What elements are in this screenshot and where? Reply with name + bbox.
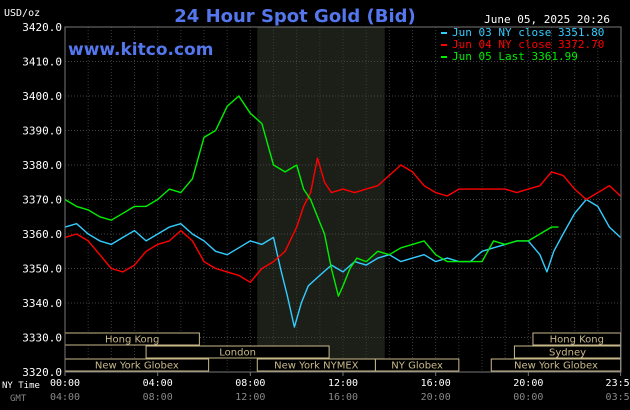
y-tick-label: 3350.0 [22, 263, 62, 276]
grid [65, 26, 621, 373]
x-tick-label-gmt: 03:59 [606, 392, 630, 403]
y-tick-label: 3420.0 [22, 21, 62, 34]
x-tick-label-gmt: 00:00 [513, 392, 543, 403]
x-tick-label-gmt: 08:00 [143, 392, 173, 403]
session-label: NY Globex [391, 361, 443, 372]
y-axis-unit: USD/oz [4, 8, 40, 19]
session-label: New York Globex [95, 361, 179, 372]
series-line [64, 198, 621, 328]
session-label: Hong Kong [105, 335, 159, 346]
y-tick-label: 3320.0 [22, 366, 62, 379]
x-tick-label-ny: 00:00 [50, 378, 80, 389]
session-label: New York Globex [514, 361, 598, 372]
y-tick-label: 3370.0 [22, 194, 62, 207]
x-tick-label-ny: 23:59 [606, 378, 630, 389]
timestamp: June 05, 2025 20:26 [484, 13, 610, 26]
y-tick-label: 3340.0 [22, 297, 62, 310]
axes: 3320.0 3330.0 3340.0 3350.0 3360.0 3370.0 3380… [22, 21, 630, 403]
site-watermark: www.kitco.com [68, 40, 213, 60]
y-tick-label: 3410.0 [22, 56, 62, 69]
session-label: London [219, 348, 256, 359]
y-tick-label: 3330.0 [22, 332, 62, 345]
price-series [64, 95, 621, 328]
chart-title: 24 Hour Spot Gold (Bid) [174, 6, 415, 27]
y-tick-label: 3380.0 [22, 159, 62, 172]
series-line [64, 157, 621, 283]
x-tick-label-ny: 20:00 [513, 378, 543, 389]
session-label: Hong Kong [550, 335, 604, 346]
legend-entry: Jun 04 NY close 3372.70 [452, 38, 604, 51]
x-tick-label-ny: 04:00 [143, 378, 173, 389]
y-tick-label: 3390.0 [22, 125, 62, 138]
series-line [64, 95, 559, 297]
y-tick-label: 3360.0 [22, 228, 62, 241]
session-label: New York NYMEX [274, 361, 359, 372]
market-sessions: Hong Kong London New York Globex New York N… [64, 332, 622, 372]
legend-entry: Jun 03 NY close 3351.80 [452, 26, 604, 39]
y-tick-label: 3400.0 [22, 90, 62, 103]
session-label: Sydney [549, 348, 586, 359]
x-tick-label-gmt: 12:00 [235, 392, 265, 403]
session-box [374, 358, 460, 372]
session-box [145, 345, 330, 359]
x-axis-label-ny: NY Time [2, 381, 40, 391]
x-tick-label-gmt: 20:00 [421, 392, 451, 403]
x-tick-label-gmt: 04:00 [50, 392, 80, 403]
legend-entry: Jun 05 Last 3361.99 [452, 50, 578, 63]
x-tick-label-ny: 12:00 [328, 378, 358, 389]
x-tick-label-ny: 16:00 [421, 378, 451, 389]
x-tick-label-ny: 08:00 [235, 378, 265, 389]
x-tick-label-gmt: 16:00 [328, 392, 358, 403]
x-axis-label-gmt: GMT [10, 394, 27, 404]
